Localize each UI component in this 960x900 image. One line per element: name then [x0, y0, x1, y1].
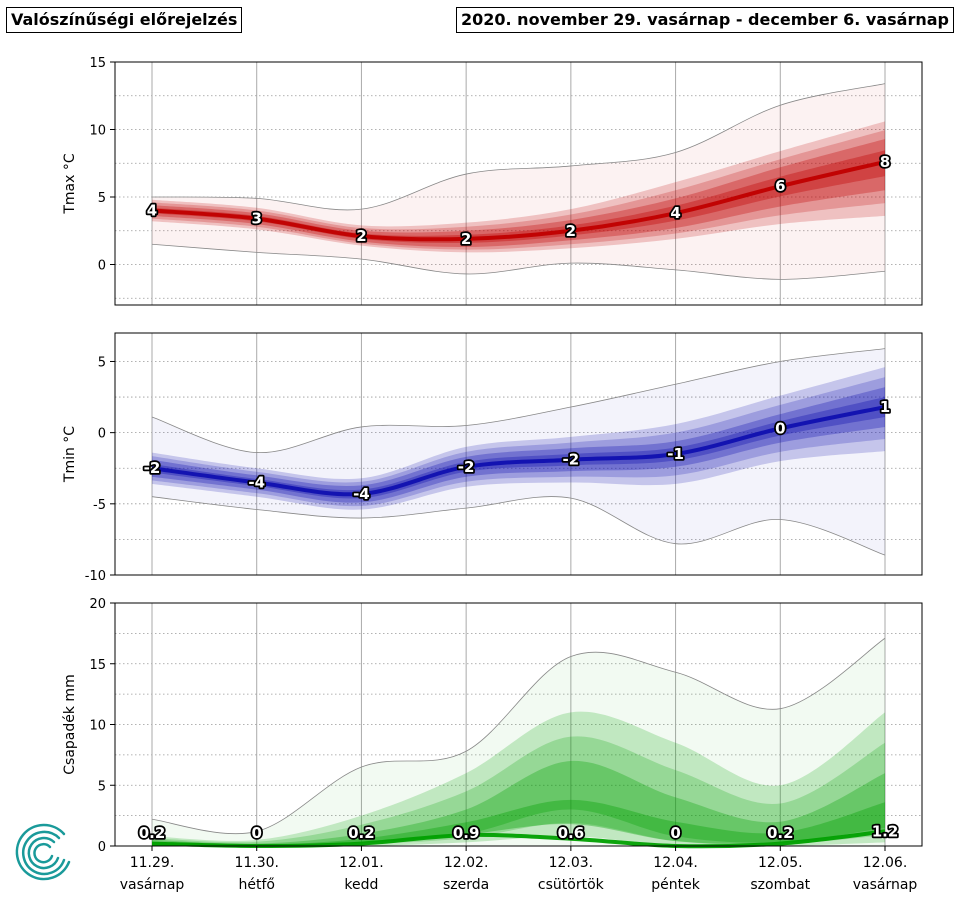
data-label: 1 — [880, 398, 890, 416]
data-label: 0 — [775, 419, 785, 437]
ytick-label: 0 — [98, 259, 106, 274]
data-label: 0 — [670, 824, 680, 842]
ensemble-band-3 — [152, 760, 885, 847]
data-label: 3 — [251, 210, 261, 228]
ensemble-band-1 — [152, 121, 885, 253]
ytick-label: 5 — [98, 779, 106, 794]
spiral-logo-icon — [15, 823, 71, 881]
ylabel: Tmin °C — [62, 426, 78, 483]
data-label: -2 — [458, 458, 475, 476]
ensemble-band-3 — [152, 138, 885, 247]
median-line — [151, 405, 886, 497]
ensemble-band-outer — [152, 83, 885, 280]
ensemble-min-line — [151, 243, 886, 280]
median-line — [151, 159, 886, 242]
panel-3: 0 5 10 15 20 Csapadék mm 0.2 0 0.2 0.9 0.6 0 0.2 1.2 — [62, 597, 923, 855]
data-label: -1 — [667, 445, 684, 463]
xtick-day: péntek — [651, 877, 700, 893]
ylabel: Tmax °C — [62, 153, 78, 215]
xtick-date: 11.29. — [130, 855, 175, 871]
ensemble-band-2 — [152, 736, 885, 847]
data-label: 0.2 — [139, 824, 166, 842]
panel-frame — [114, 61, 923, 306]
xtick-date: 12.06. — [863, 855, 908, 871]
ensemble-band-2 — [152, 130, 885, 250]
title-left: Valószínűségi előrejelzés — [6, 7, 243, 33]
x-axis: 11.29. vasárnap 11.30. hétfő 12.01. kedd 12.02… — [120, 846, 918, 893]
panel-frame — [114, 332, 923, 576]
xtick-day: vasárnap — [120, 877, 185, 893]
ensemble-band-outer — [152, 348, 885, 556]
ylabel: Csapadék mm — [62, 674, 78, 774]
data-label: 2 — [461, 230, 471, 248]
xtick-day: kedd — [344, 877, 378, 893]
data-label: 0.6 — [558, 824, 585, 842]
xtick-date: 11.30. — [234, 855, 279, 871]
data-label: -4 — [353, 485, 370, 503]
ensemble-band-1 — [152, 367, 885, 510]
xtick-day: csütörtök — [538, 877, 605, 893]
xtick-date: 12.02. — [444, 855, 489, 871]
data-label: 0.2 — [767, 824, 794, 842]
ensemble-band-outer — [152, 638, 885, 846]
ytick-label: 15 — [89, 658, 106, 673]
ytick-label: -10 — [85, 569, 106, 584]
xtick-date: 12.03. — [549, 855, 594, 871]
panel-1: 0 5 10 15 Tmax °C 4 3 2 2 2 4 6 8 — [62, 56, 923, 306]
xtick-date: 12.01. — [339, 855, 384, 871]
data-label: -4 — [248, 473, 265, 491]
data-label: 8 — [880, 153, 890, 171]
ensemble-band-2 — [152, 377, 885, 507]
data-label: 1.2 — [872, 822, 899, 840]
ytick-label: -5 — [93, 498, 106, 513]
ytick-label: 5 — [98, 355, 106, 370]
ensemble-band-1 — [152, 711, 885, 847]
ensemble-min-line — [151, 496, 886, 556]
xtick-date: 12.05. — [758, 855, 803, 871]
ytick-label: 10 — [89, 124, 106, 139]
xtick-day: szombat — [750, 877, 810, 893]
ytick-label: 0 — [98, 840, 106, 855]
data-label: 4 — [670, 204, 680, 222]
ensemble-max-line — [151, 83, 886, 211]
data-label: 6 — [775, 177, 785, 195]
ensemble-band-4 — [152, 799, 885, 847]
ytick-label: 0 — [98, 427, 106, 442]
data-label: 4 — [147, 202, 157, 220]
xtick-day: szerda — [443, 877, 489, 893]
data-label: -2 — [144, 459, 161, 477]
ensemble-band-3 — [152, 387, 885, 503]
data-label: 0.9 — [453, 824, 480, 842]
data-label: 2 — [566, 222, 576, 240]
ensemble-max-line — [151, 637, 886, 835]
ytick-label: 10 — [89, 719, 106, 734]
data-label: 0 — [251, 824, 261, 842]
xtick-day: hétfő — [238, 877, 274, 893]
ytick-label: 5 — [98, 191, 106, 206]
xtick-day: vasárnap — [853, 877, 918, 893]
data-label: 2 — [356, 227, 366, 245]
xtick-date: 12.04. — [653, 855, 698, 871]
data-label: 0.2 — [348, 824, 375, 842]
ensemble-max-line — [151, 348, 886, 453]
data-label: -2 — [563, 451, 580, 469]
ytick-label: 20 — [89, 597, 106, 612]
title-right: 2020. november 29. vasárnap - december 6… — [456, 7, 954, 33]
ytick-label: 15 — [89, 56, 106, 71]
